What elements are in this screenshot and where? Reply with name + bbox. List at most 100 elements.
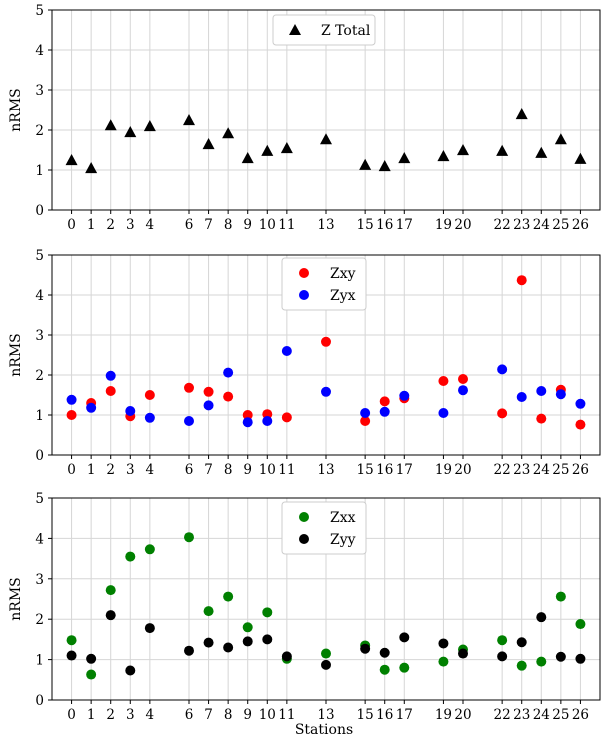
x-tick-label: 10 [259,217,276,233]
x-axis-label: Stations [295,722,353,738]
x-tick-label: 1 [87,462,96,478]
legend-marker [299,534,309,544]
data-point [184,532,194,543]
data-point [203,606,214,617]
data-point [262,634,273,645]
legend: Z Total [272,14,376,46]
x-tick-label: 26 [572,462,589,478]
x-tick-label: 16 [376,462,393,478]
x-tick-label: 1 [87,707,96,723]
data-point [457,144,469,156]
data-point [222,127,235,139]
data-point [125,551,136,562]
data-point [555,651,566,662]
x-tick-label: 17 [396,462,413,478]
data-point [359,158,372,170]
legend-marker [299,512,309,522]
x-tick-label: 1 [87,217,96,233]
x-tick-label: 11 [278,462,295,478]
data-point [183,114,195,126]
y-tick-label: 3 [35,83,44,99]
x-tick-label: 23 [513,217,530,233]
y-tick-label: 5 [35,3,44,19]
data-point [66,410,77,420]
legend-marker [299,268,309,278]
x-tick-label: 11 [278,707,295,723]
x-tick-label: 3 [126,462,135,478]
y-tick-label: 0 [35,203,44,219]
data-point [398,152,411,164]
data-point [66,635,77,646]
legend-label: Zxy [330,266,356,282]
data-point [399,662,410,673]
data-point [66,650,77,661]
data-point [497,364,508,375]
data-point [203,637,214,648]
y-tick-label: 0 [35,448,44,464]
data-point [65,154,78,166]
data-point [262,416,273,426]
data-point [497,635,508,646]
x-tick-label: 16 [376,217,393,233]
x-tick-label: 20 [454,462,471,478]
x-tick-label: 19 [435,462,452,478]
data-point [516,660,527,671]
legend: Zxx Zyy [281,501,367,555]
data-point [458,648,468,659]
data-point [280,142,293,154]
data-point [281,651,292,662]
data-point [438,408,449,418]
data-point [536,413,547,424]
x-tick-label: 22 [494,707,511,723]
x-tick-label: 17 [396,217,413,233]
legend-label: Zyx [330,288,356,304]
x-tick-label: 15 [357,707,374,723]
x-tick-label: 17 [396,707,413,723]
data-point [184,382,194,393]
data-point [321,648,331,659]
data-point [516,275,527,286]
data-point [320,133,332,145]
data-point [105,610,116,621]
data-point [242,410,253,420]
x-tick-label: 3 [126,217,135,233]
x-tick-label: 19 [435,217,452,233]
x-tick-label: 9 [243,217,252,233]
data-point [261,144,274,156]
data-point [574,152,587,164]
data-point [360,416,371,426]
data-point [321,336,331,347]
data-point [104,119,117,131]
x-tick-label: 0 [67,217,76,233]
x-tick-label: 24 [533,217,550,233]
data-point [241,152,254,164]
x-tick-label: 26 [572,707,589,723]
x-tick-label: 4 [146,707,155,723]
data-point [399,632,410,643]
data-point [223,642,234,653]
x-tick-label: 13 [317,462,334,478]
data-point [437,150,450,162]
x-tick-label: 10 [259,707,276,723]
data-point [535,146,548,158]
data-point [242,636,253,647]
x-tick-label: 13 [317,707,334,723]
data-point [86,669,97,680]
data-point [262,607,273,618]
y-tick-label: 4 [35,288,44,304]
data-point [223,391,234,402]
x-tick-label: 0 [67,462,76,478]
data-point [458,374,468,384]
x-tick-label: 26 [572,217,589,233]
data-point [184,645,194,656]
x-tick-label: 22 [494,462,511,478]
x-tick-label: 22 [494,217,511,233]
data-point [575,619,586,630]
legend-label: Zyy [330,532,356,548]
data-point [85,162,98,174]
x-tick-label: 23 [513,707,530,723]
data-point [223,367,234,378]
chart-panel-middle: 0 1 2 3 4 6 7 8 9 10 11 13 15 16 17 19 20 22 23 24 25 2601234… [8,248,601,478]
chart-panel-top: 0 1 2 3 4 6 7 8 9 10 11 13 15 16 17 19 20 22 23 24 25 2601234… [8,3,601,233]
